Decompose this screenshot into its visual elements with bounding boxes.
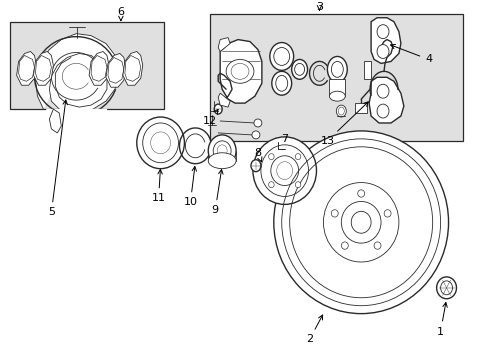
- Text: 11: 11: [151, 170, 165, 203]
- Ellipse shape: [329, 91, 345, 101]
- Ellipse shape: [250, 160, 261, 172]
- Text: 12: 12: [203, 109, 218, 126]
- Text: 7: 7: [281, 134, 288, 144]
- Ellipse shape: [137, 117, 184, 168]
- Polygon shape: [122, 51, 142, 85]
- Ellipse shape: [384, 210, 390, 217]
- Ellipse shape: [373, 242, 380, 249]
- Text: 10: 10: [183, 167, 197, 207]
- Polygon shape: [49, 109, 61, 133]
- Ellipse shape: [350, 211, 370, 233]
- Polygon shape: [370, 18, 400, 63]
- Bar: [10, 22, 163, 109]
- Polygon shape: [220, 40, 262, 103]
- Polygon shape: [36, 33, 119, 113]
- Polygon shape: [218, 37, 230, 51]
- Ellipse shape: [436, 277, 456, 299]
- Ellipse shape: [273, 131, 447, 314]
- Ellipse shape: [251, 131, 259, 139]
- Ellipse shape: [327, 57, 346, 82]
- Ellipse shape: [208, 153, 236, 168]
- Polygon shape: [364, 62, 370, 79]
- Polygon shape: [368, 77, 403, 123]
- Ellipse shape: [268, 182, 274, 188]
- Text: 6: 6: [117, 7, 124, 21]
- Ellipse shape: [341, 242, 347, 249]
- Ellipse shape: [376, 84, 388, 98]
- Ellipse shape: [252, 137, 316, 204]
- Ellipse shape: [357, 190, 364, 197]
- Ellipse shape: [269, 42, 293, 70]
- Bar: [354, 103, 366, 113]
- Polygon shape: [106, 54, 125, 87]
- Ellipse shape: [295, 182, 300, 188]
- Text: 5: 5: [48, 100, 67, 217]
- Text: 3: 3: [315, 2, 322, 12]
- Ellipse shape: [376, 25, 388, 39]
- Text: 4: 4: [390, 44, 431, 64]
- Ellipse shape: [295, 154, 300, 159]
- Ellipse shape: [291, 59, 307, 79]
- Ellipse shape: [253, 119, 262, 127]
- Polygon shape: [329, 79, 345, 96]
- Bar: [210, 14, 463, 141]
- Ellipse shape: [330, 210, 338, 217]
- Polygon shape: [89, 51, 109, 85]
- Polygon shape: [17, 51, 37, 85]
- Text: 2: 2: [305, 315, 322, 345]
- Ellipse shape: [208, 135, 236, 167]
- Polygon shape: [218, 93, 230, 107]
- Ellipse shape: [225, 59, 253, 83]
- Text: 9: 9: [211, 170, 223, 215]
- Ellipse shape: [214, 104, 222, 114]
- Ellipse shape: [336, 105, 346, 117]
- Ellipse shape: [271, 71, 291, 95]
- Text: 13: 13: [320, 102, 367, 146]
- Polygon shape: [34, 51, 53, 85]
- Ellipse shape: [376, 45, 388, 58]
- Text: 1: 1: [436, 302, 447, 337]
- Ellipse shape: [376, 104, 388, 118]
- Ellipse shape: [268, 154, 274, 159]
- Text: 8: 8: [254, 148, 262, 162]
